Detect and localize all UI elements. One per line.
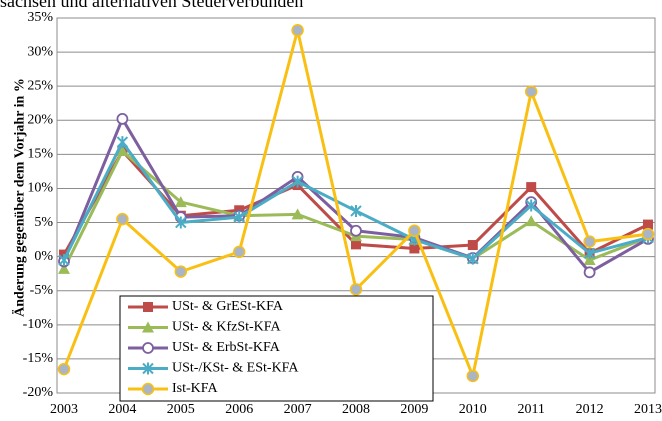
data-point	[349, 283, 363, 296]
data-point	[641, 227, 655, 241]
y-tick-label: 30%	[27, 44, 53, 59]
x-tick-label: 2007	[284, 402, 312, 417]
legend-box	[119, 295, 434, 402]
data-point	[583, 266, 596, 279]
data-point	[526, 182, 537, 193]
data-point	[116, 212, 129, 226]
data-point	[467, 240, 478, 251]
legend-label: USt-/KSt- & ESt-KFA	[172, 361, 299, 376]
x-tick-label: 2004	[108, 402, 136, 417]
data-point	[174, 265, 188, 278]
data-point	[467, 252, 479, 265]
legend-marker	[142, 362, 154, 375]
x-tick-label: 2009	[400, 402, 428, 417]
x-tick-label: 2005	[167, 402, 195, 417]
chart-title: sachsen und alternativen Steuerverbünden	[0, 0, 304, 11]
data-point	[116, 144, 129, 156]
x-tick-label: 2008	[342, 402, 370, 417]
legend-label: USt- & KfzSt-KFA	[172, 320, 282, 335]
y-tick-label: 35%	[27, 10, 53, 25]
legend-label: Ist-KFA	[172, 381, 219, 396]
data-point	[524, 85, 538, 98]
data-point	[525, 199, 537, 212]
data-point	[350, 224, 362, 237]
x-tick-label: 2003	[50, 402, 78, 417]
legend-marker	[143, 302, 153, 312]
data-point	[233, 211, 245, 224]
y-tick-label: -15%	[23, 351, 54, 366]
data-point	[643, 219, 653, 230]
x-tick-label: 2012	[576, 402, 604, 417]
x-tick-label: 2010	[459, 402, 487, 417]
y-tick-label: 5%	[34, 215, 53, 230]
data-point	[409, 243, 420, 254]
data-point	[525, 215, 538, 227]
y-tick-label: 15%	[27, 147, 53, 162]
legend-marker	[142, 321, 154, 333]
y-tick-label: 20%	[27, 112, 53, 127]
y-tick-label: -5%	[30, 283, 54, 298]
data-point	[232, 245, 246, 259]
legend-marker	[142, 342, 154, 354]
legend-marker	[141, 382, 155, 396]
data-point	[116, 113, 129, 125]
y-tick-label: -10%	[23, 317, 54, 332]
x-tick-label: 2013	[634, 402, 662, 417]
x-tick-label: 2006	[225, 402, 253, 417]
data-point	[57, 362, 71, 376]
data-point	[291, 208, 304, 220]
data-point	[351, 239, 361, 250]
data-point	[583, 247, 596, 260]
data-point	[58, 254, 70, 267]
data-point	[350, 204, 362, 217]
y-tick-label: -20%	[23, 385, 54, 400]
data-point	[291, 24, 304, 37]
data-point	[58, 262, 70, 274]
y-tick-label: 0%	[34, 249, 53, 264]
y-tick-label: 10%	[27, 181, 53, 196]
data-point	[174, 196, 187, 208]
legend-label: USt- & ErbSt-KFA	[172, 340, 281, 355]
data-point	[116, 136, 129, 149]
data-point	[408, 224, 421, 237]
y-tick-label: 25%	[27, 78, 53, 93]
x-tick-label: 2011	[517, 402, 544, 417]
legend-label: USt- & GrESt-KFA	[172, 299, 284, 314]
data-point	[583, 235, 596, 248]
data-point	[291, 175, 304, 188]
data-point	[466, 369, 480, 383]
data-point	[583, 254, 596, 266]
data-point	[175, 216, 187, 229]
